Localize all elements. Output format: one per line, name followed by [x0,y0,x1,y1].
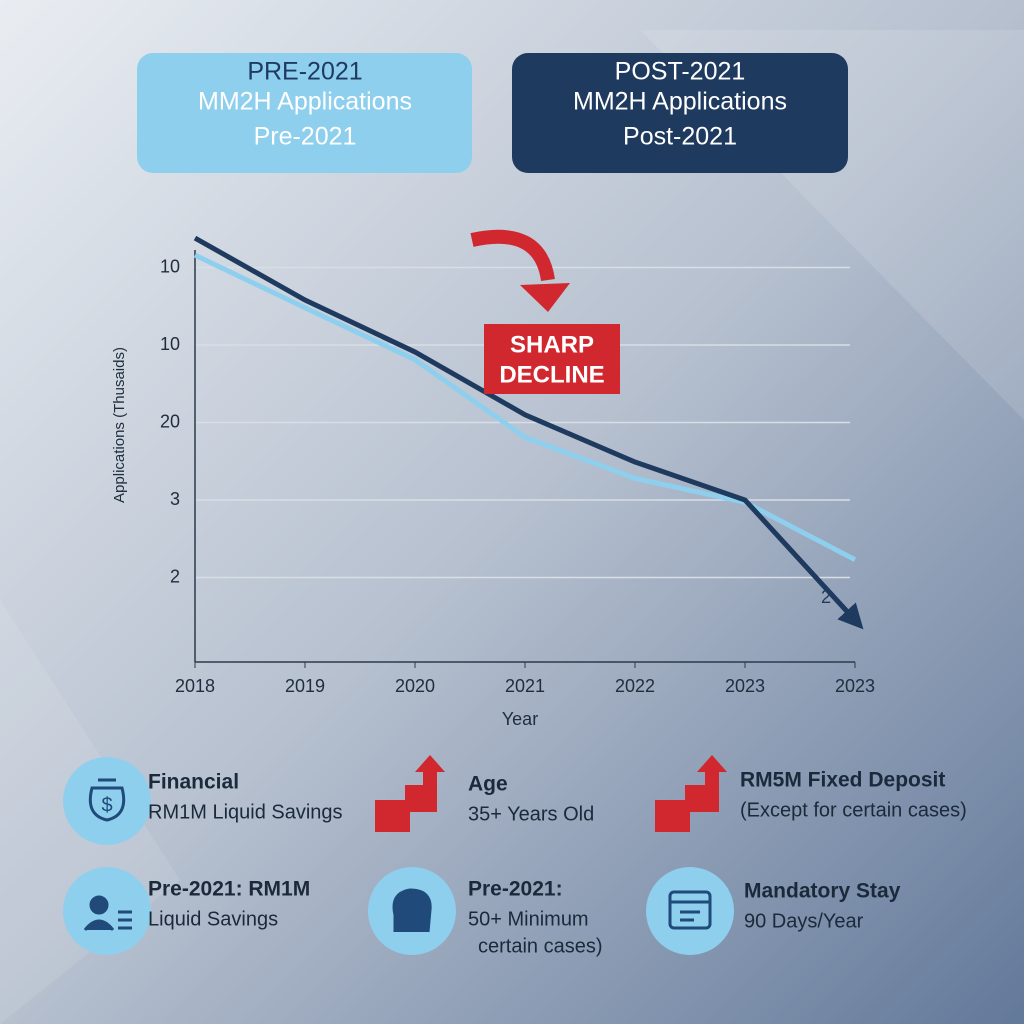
feature-title: Age [468,773,508,796]
x-tick-label: 2022 [615,676,655,696]
x-tick-label: 2021 [505,676,545,696]
red-arrows [375,755,727,832]
icon-circle [63,867,151,955]
feature-title: Pre-2021: RM1M [148,878,310,901]
x-tick-label: 2018 [175,676,215,696]
feature-text: certain cases) [478,935,603,957]
y-axis-label: Applications (Thusaids) [111,347,128,503]
callout-arrow-head [520,283,570,312]
feature-title: Mandatory Stay [744,880,901,903]
x-axis-label: Year [502,709,538,729]
y-tick-label: 2 [170,566,180,586]
feature-title: Pre-2021: [468,878,563,901]
icon-circle [63,757,151,845]
header-right-box [512,53,848,173]
header-text: Pre-2021 [254,123,357,151]
x-tick-label: 2023 [835,676,875,696]
y-tick-label: 10 [160,334,180,354]
header-text: MM2H Applications [573,88,787,116]
svg-text:$: $ [101,794,112,816]
x-tick-label: 2023 [725,676,765,696]
y-tick-label: 10 [160,256,180,276]
icon-glyphs: $ [83,778,712,933]
callout-box [484,324,620,394]
x-tick-label: 2019 [285,676,325,696]
x-tick-label: 2020 [395,676,435,696]
end-label: 2 [821,587,831,607]
features: Financial RM1M Liquid Savings Age 35+ Years… [148,769,967,958]
feature-text: RM1M Liquid Savings [148,801,343,823]
header-text: MM2H Applications [198,88,412,116]
feature-title: Financial [148,771,239,794]
chart: 10 10 20 3 2 2018 2019 2020 2021 2022 2023 2023 Year… [111,235,875,729]
header-text: Post-2021 [623,123,737,151]
callout-arrow [470,229,555,282]
feature-text: 90 Days/Year [744,910,864,932]
callout-text: SHARP [510,331,594,358]
header-left-box [137,53,472,173]
feature-title: RM5M Fixed Deposit [740,769,945,792]
feature-text: 50+ Minimum [468,908,589,930]
header-text: POST-2021 [615,58,746,86]
y-tick-label: 20 [160,411,180,431]
y-tick-label: 3 [170,489,180,509]
feature-text: (Except for certain cases) [740,799,967,821]
feature-text: 35+ Years Old [468,803,594,825]
header-text: PRE-2021 [247,58,362,86]
callout-text: DECLINE [499,361,604,388]
feature-text: Liquid Savings [148,908,278,930]
series-line [193,235,864,630]
